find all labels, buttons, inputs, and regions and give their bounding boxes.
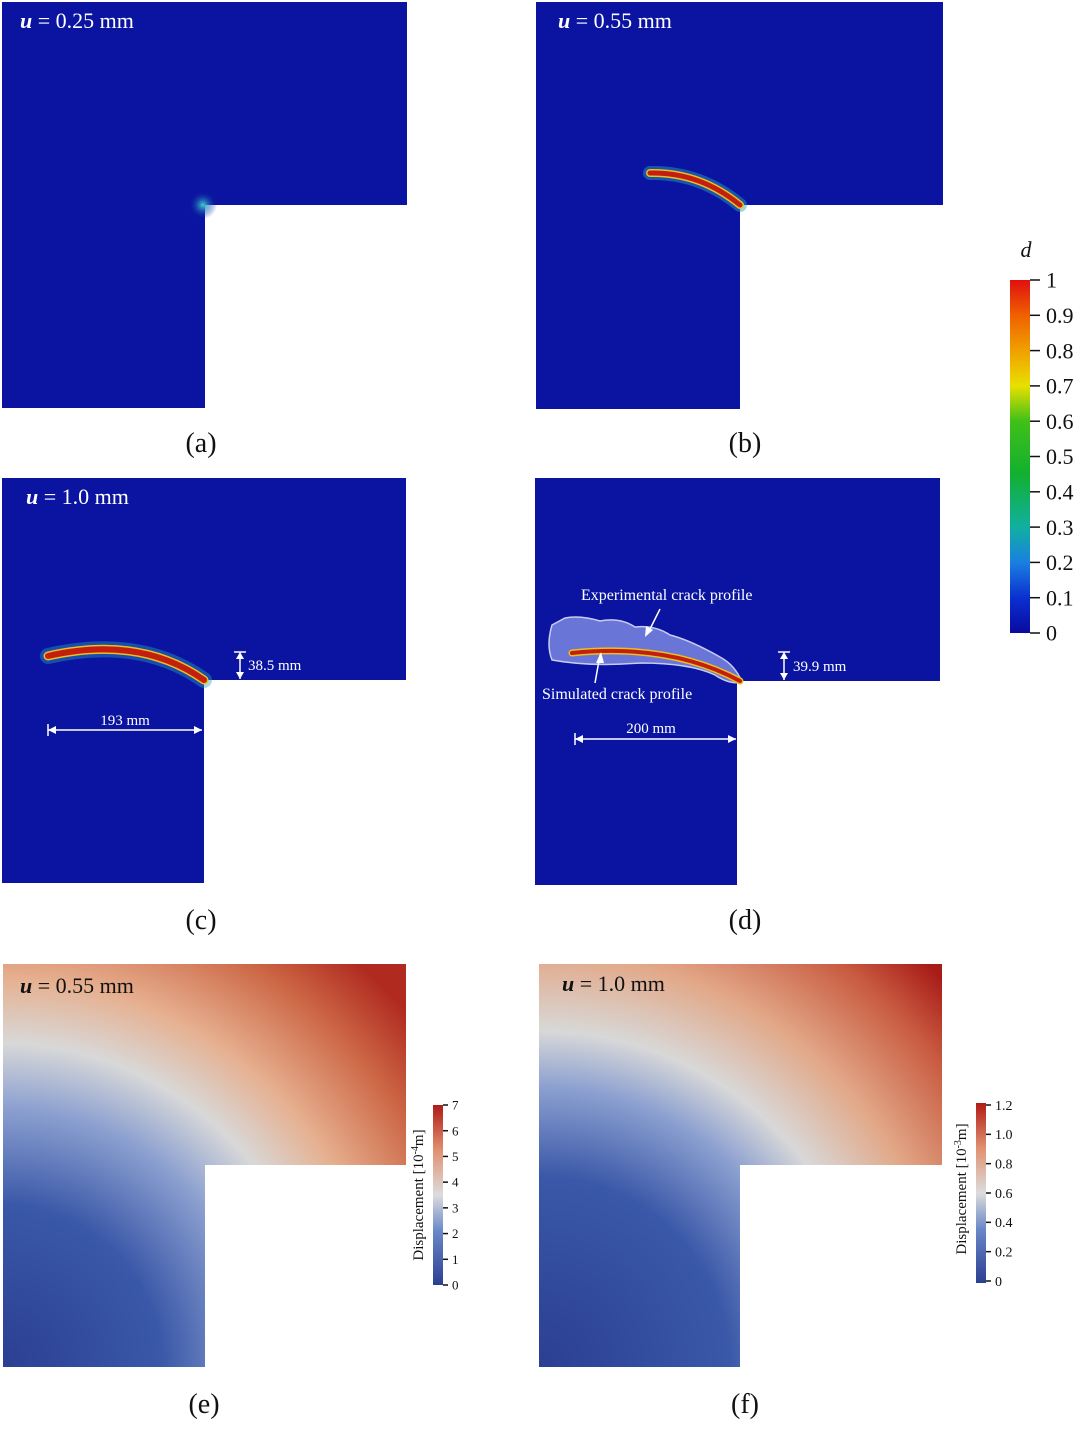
colorbar-title: Displacement [10-3m] [953, 1123, 971, 1254]
panel-c-plot: 38.5 mm 193 mm [2, 478, 406, 883]
load-label-f: u = 1.0 mm [562, 971, 665, 996]
height-arrow-bottom [780, 673, 788, 680]
crack-height-label: 38.5 mm [248, 658, 302, 674]
l-shaped-domain [539, 964, 942, 1367]
colorbar-tick-label: 0.8 [1046, 338, 1074, 363]
height-arrow-top [236, 652, 244, 659]
colorbar-tick-label: 4 [452, 1175, 459, 1190]
colorbar-tick-label: 0 [1046, 621, 1057, 646]
length-arrow-left [575, 735, 583, 743]
simulated-leader-arrow [596, 652, 604, 663]
colorbar-tick-label: 1.2 [995, 1099, 1013, 1114]
crack-length-label: 200 mm [626, 721, 676, 737]
panel-d-plot: Experimental crack profile Simulated cra… [535, 478, 940, 885]
l-shaped-domain [535, 478, 940, 885]
caption-e: (e) [188, 1389, 220, 1420]
colorbar-tick-label: 6 [452, 1123, 459, 1138]
colorbar-gradient [433, 1105, 443, 1285]
colorbar-tick-label: 0.6 [1046, 409, 1074, 434]
colorbar-tick-label: 0.9 [1046, 303, 1074, 328]
load-label-b: u = 0.55 mm [558, 8, 672, 33]
colorbar-gradient [976, 1103, 986, 1283]
caption-c: (c) [185, 905, 217, 936]
colorbar-tick-label: 0.5 [1046, 444, 1074, 469]
caption-d: (d) [728, 905, 762, 936]
experimental-leader-arrow [645, 626, 653, 637]
crack-path [647, 170, 743, 208]
length-arrow-right [728, 735, 736, 743]
length-arrow-right [194, 726, 202, 734]
l-shaped-domain [3, 964, 406, 1367]
colorbar-tick-label: 0.8 [995, 1158, 1013, 1173]
colorbar-gradient [1010, 280, 1030, 633]
colorbar-tick-label: 0.4 [995, 1216, 1013, 1231]
colorbar-ticks: 0 0.2 0.4 0.6 0.8 1.0 1.2 [986, 1099, 1013, 1290]
colorbar-tick-label: 5 [452, 1149, 459, 1164]
load-label-e: u = 0.55 mm [20, 973, 134, 998]
colorbar-ticks: 0 1 2 3 4 5 6 7 [443, 1098, 459, 1293]
colorbar-ticks: 0 0.1 0.2 0.3 0.4 0.5 0.6 0.7 0.8 0.9 1 [1030, 268, 1074, 646]
colorbar-tick-label: 1.0 [995, 1128, 1013, 1143]
colorbar-tick-label: 0.2 [1046, 550, 1074, 575]
colorbar-tick-label: 1 [1046, 268, 1057, 293]
caption-f: (f) [731, 1389, 759, 1420]
colorbar-tick-label: 0 [995, 1275, 1002, 1290]
height-arrow-top [780, 652, 788, 659]
colorbar-title: Displacement [10-4m] [410, 1129, 428, 1260]
colorbar-tick-label: 0 [452, 1278, 459, 1293]
crack-path [45, 646, 207, 683]
colorbar-tick-label: 0.4 [1046, 480, 1074, 505]
panel-b-plot [536, 2, 943, 409]
damage-colorbar: d 0 0.1 0.2 0.3 0.4 0.5 0.6 0.7 0.8 0.9 1 [1010, 237, 1074, 646]
colorbar-tick-label: 0.3 [1046, 515, 1074, 540]
caption-b: (b) [728, 428, 762, 459]
crack-path [570, 648, 742, 683]
panel-e-plot: 0 1 2 3 4 5 6 7 Displacement [10-4m] [3, 964, 459, 1367]
crack-height-label: 39.9 mm [793, 659, 847, 675]
load-label-c: u = 1.0 mm [26, 484, 129, 509]
colorbar-tick-label: 0.2 [995, 1246, 1013, 1261]
panel-a-plot [2, 2, 407, 408]
height-arrow-bottom [236, 672, 244, 679]
colorbar-tick-label: 0.6 [995, 1187, 1013, 1202]
length-arrow-left [48, 726, 56, 734]
caption-a: (a) [185, 428, 217, 459]
simulated-crack-label: Simulated crack profile [542, 686, 692, 703]
colorbar-title: d [1021, 237, 1033, 262]
colorbar-tick-label: 7 [452, 1098, 459, 1113]
crack-length-label: 193 mm [100, 713, 150, 729]
colorbar-tick-label: 3 [452, 1200, 459, 1215]
load-label-a: u = 0.25 mm [20, 8, 134, 33]
panel-f-plot: 0 0.2 0.4 0.6 0.8 1.0 1.2 Displacement [10-3m] [539, 964, 1013, 1367]
colorbar-tick-label: 2 [452, 1226, 459, 1241]
crack-tip-glow [189, 191, 217, 219]
colorbar-tick-label: 1 [452, 1252, 459, 1267]
colorbar-tick-label: 0.1 [1046, 585, 1074, 610]
colorbar-tick-label: 0.7 [1046, 374, 1074, 399]
experimental-crack-label: Experimental crack profile [581, 587, 752, 604]
